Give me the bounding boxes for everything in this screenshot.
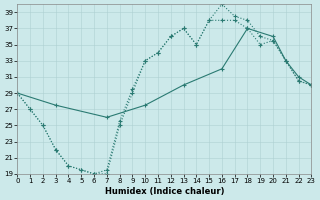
X-axis label: Humidex (Indice chaleur): Humidex (Indice chaleur): [105, 187, 224, 196]
